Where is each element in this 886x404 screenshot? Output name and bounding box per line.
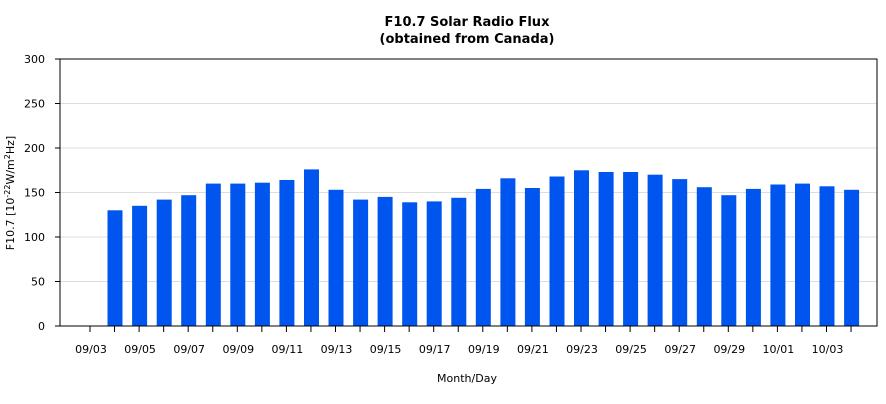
- y-axis-title-suffix: Hz]: [4, 136, 17, 154]
- bar: [795, 183, 810, 326]
- x-tick-label: 10/01: [763, 343, 795, 356]
- axes: [55, 58, 878, 332]
- bar: [402, 202, 418, 326]
- bar: [328, 189, 344, 326]
- plot-frame: [59, 58, 878, 327]
- bar: [549, 176, 565, 326]
- bar: [844, 189, 860, 326]
- bar: [574, 170, 589, 327]
- x-tick-label: 09/17: [419, 343, 451, 356]
- bar: [451, 197, 467, 326]
- tick-labels: 0 50 100 150 200 250 300 09/03 09/05 09/07 09/09 09…: [24, 53, 843, 356]
- x-tick-label: 09/07: [173, 343, 205, 356]
- chart-title: F10.7 Solar Radio Flux: [385, 15, 551, 30]
- x-tick-label: 09/09: [222, 343, 254, 356]
- bar: [696, 187, 712, 326]
- bar: [721, 195, 737, 326]
- bar: [475, 188, 491, 326]
- x-tick-label: 09/15: [370, 343, 402, 356]
- y-axis-title: F10.7 [10-22W/m2Hz]: [3, 136, 17, 250]
- x-tick-label: 10/03: [812, 343, 844, 356]
- x-tick-label: 09/13: [321, 343, 353, 356]
- bar: [181, 195, 197, 326]
- bar: [353, 199, 369, 326]
- x-tick-label: 09/27: [664, 343, 696, 356]
- bar-series: [107, 169, 860, 327]
- x-tick-label: 09/05: [124, 343, 156, 356]
- y-axis-title-exp1: -22: [3, 185, 12, 198]
- x-tick-label: 09/03: [75, 343, 107, 356]
- bar: [672, 179, 688, 326]
- bar: [647, 174, 663, 326]
- bar: [205, 183, 221, 326]
- bar: [819, 186, 835, 326]
- bar: [426, 201, 442, 326]
- y-axis-title-exp2: 2: [3, 154, 12, 159]
- bar: [279, 180, 295, 326]
- x-tick-label: 09/11: [272, 343, 304, 356]
- y-tick-label: 200: [24, 142, 45, 155]
- bar: [132, 205, 148, 326]
- bar: [623, 172, 639, 326]
- x-tick-label: 09/19: [468, 343, 500, 356]
- bar: [254, 182, 270, 326]
- y-tick-label: 0: [38, 320, 45, 333]
- x-tick-label: 09/29: [713, 343, 745, 356]
- bar: [156, 199, 172, 326]
- bar: [770, 184, 786, 326]
- x-tick-label: 09/25: [615, 343, 647, 356]
- y-axis-title-prefix: F10.7 [10: [4, 198, 17, 251]
- bar: [745, 188, 761, 326]
- bar: [377, 196, 393, 326]
- x-tick-label: 09/23: [566, 343, 598, 356]
- bar: [107, 210, 123, 326]
- bar: [524, 188, 540, 326]
- chart-subtitle: (obtained from Canada): [380, 32, 555, 47]
- x-tick-label: 09/21: [517, 343, 549, 356]
- bar: [598, 172, 614, 326]
- y-tick-label: 50: [31, 276, 45, 289]
- y-tick-label: 100: [24, 231, 45, 244]
- y-tick-label: 150: [24, 187, 45, 200]
- bar: [304, 169, 319, 326]
- x-axis-title: Month/Day: [437, 372, 497, 385]
- y-axis-title-mid: W/m: [4, 159, 17, 184]
- bar: [230, 183, 246, 326]
- y-tick-label: 250: [24, 98, 45, 111]
- bar: [500, 178, 516, 326]
- y-tick-label: 300: [24, 53, 45, 66]
